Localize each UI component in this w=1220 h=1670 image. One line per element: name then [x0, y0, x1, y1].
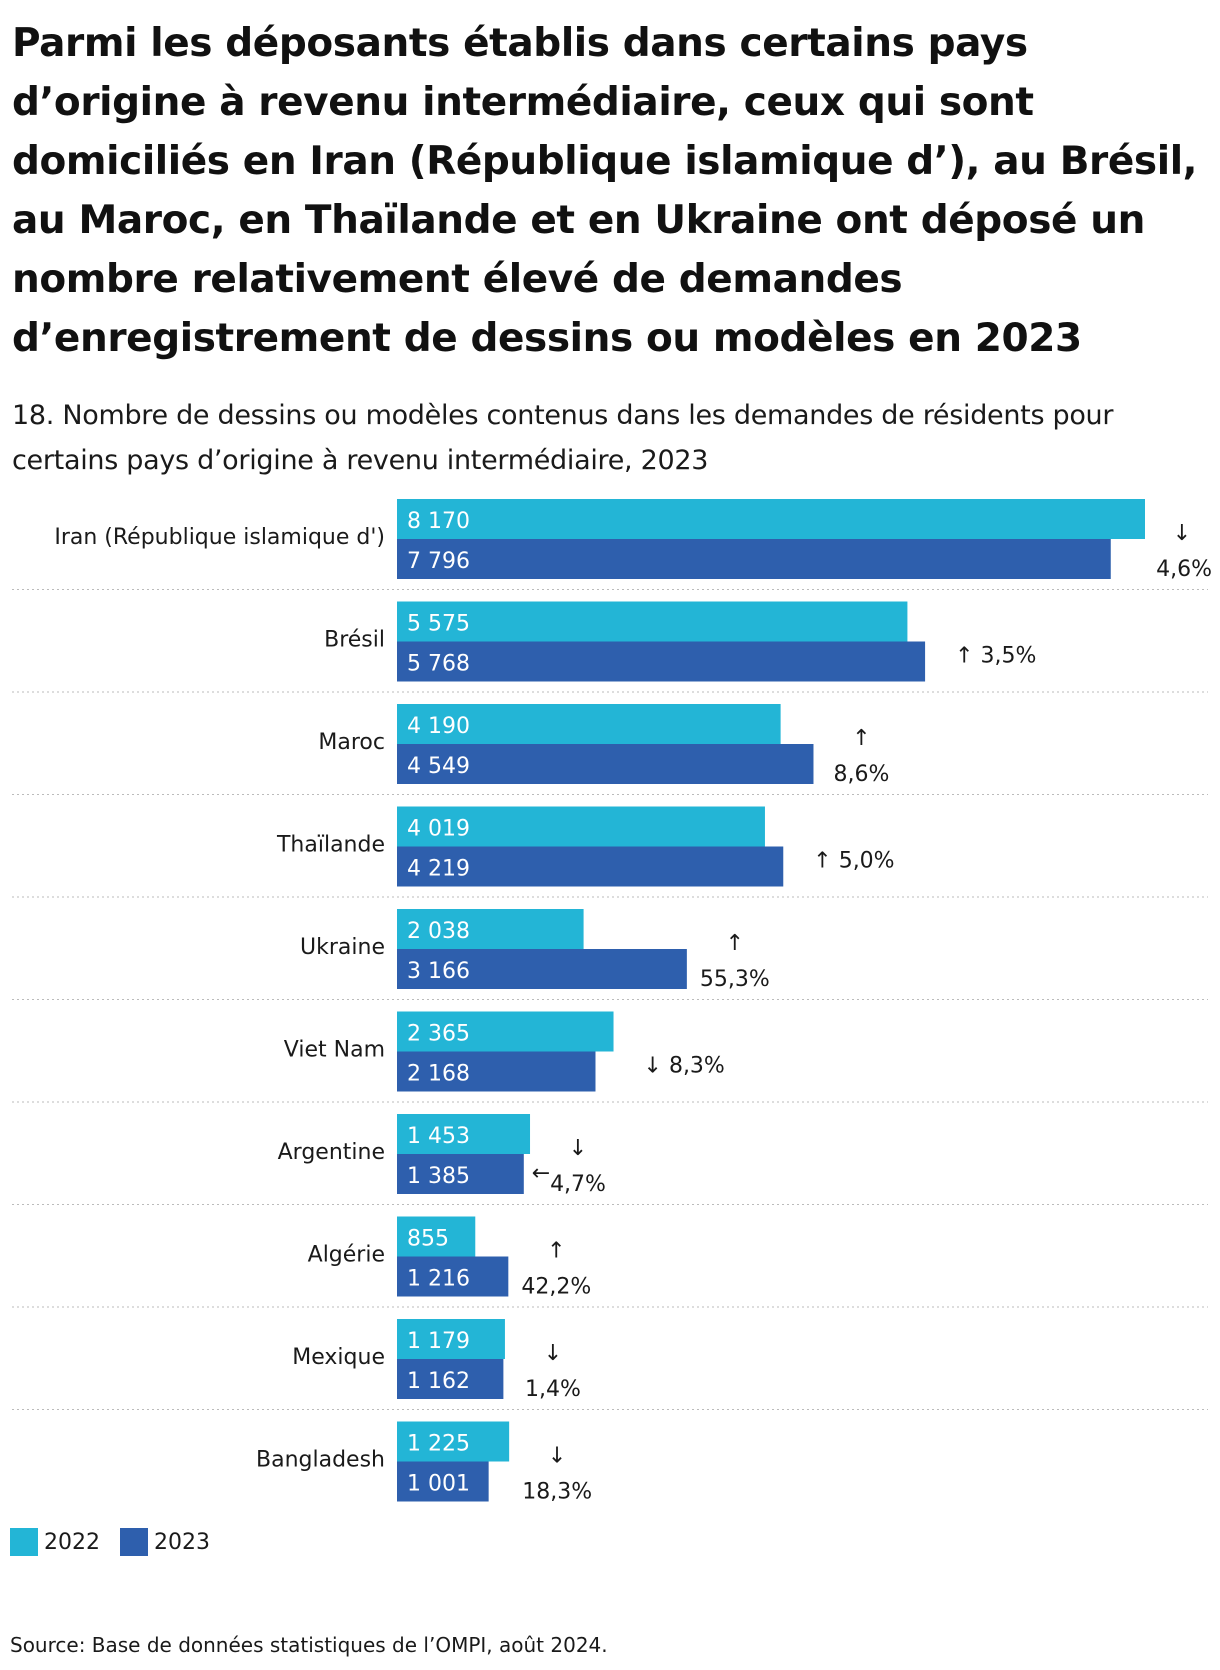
value-label-2023: 5 768 — [407, 652, 470, 677]
category-label: Thaïlande — [276, 833, 385, 858]
category-label: Viet Nam — [284, 1038, 385, 1063]
bar-2022 — [397, 1216, 476, 1257]
bar-2023 — [397, 539, 1111, 579]
change-value: 4,6% — [1156, 557, 1212, 582]
bar-2022 — [397, 806, 765, 847]
change-arrow: ↓ — [544, 1341, 562, 1366]
change-arrow: ↓ — [569, 1136, 587, 1161]
category-label: Argentine — [278, 1140, 385, 1165]
bar-2023 — [397, 949, 687, 989]
bar-2022 — [397, 1011, 614, 1052]
change-arrow: ↑ — [726, 931, 744, 956]
change-arrow: ↑ — [547, 1239, 565, 1264]
change-arrow: ↓ — [548, 1444, 566, 1469]
bar-2022 — [397, 704, 781, 744]
change-value: 42,2% — [521, 1275, 591, 1300]
pointer-arrow: ← — [532, 1161, 550, 1186]
value-label-2022: 5 575 — [407, 612, 470, 637]
change-value: 18,3% — [522, 1480, 592, 1505]
value-label-2023: 3 166 — [407, 959, 470, 984]
category-label: Bangladesh — [256, 1448, 385, 1473]
bar-2023 — [397, 846, 784, 887]
bar-2023 — [397, 1051, 596, 1092]
value-label-2023: 4 549 — [407, 754, 470, 779]
category-label: Maroc — [318, 730, 385, 755]
legend-swatch-2023 — [120, 1528, 148, 1556]
category-label: Iran (République islamique d') — [54, 525, 385, 550]
bar-2023 — [397, 1461, 489, 1502]
value-label-2023: 1 162 — [407, 1369, 470, 1394]
value-label-2023: 4 219 — [407, 857, 470, 882]
legend-label-2022: 2022 — [44, 1529, 100, 1555]
change-value: 1,4% — [525, 1377, 581, 1402]
legend-item-2022: 2022 — [10, 1528, 100, 1556]
legend: 2022 2023 — [10, 1528, 230, 1556]
value-label-2023: 1 216 — [407, 1267, 470, 1292]
value-label-2022: 4 190 — [407, 714, 470, 739]
change-value: 4,7% — [550, 1172, 606, 1197]
change-label: ↑ 3,5% — [955, 644, 1036, 669]
bar-2023 — [397, 1256, 509, 1297]
change-value: 55,3% — [700, 967, 770, 992]
value-label-2022: 4 019 — [407, 817, 470, 842]
chart-subtitle: 18. Nombre de dessins ou modèles contenu… — [12, 400, 1114, 476]
value-label-2022: 8 170 — [407, 509, 470, 534]
bar-2022 — [397, 1421, 510, 1462]
change-value: 8,6% — [834, 762, 890, 787]
bar-2023 — [397, 1154, 524, 1194]
change-label: ↑ 5,0% — [813, 849, 894, 874]
value-label-2022: 2 365 — [407, 1022, 470, 1047]
legend-swatch-2022 — [10, 1528, 38, 1556]
legend-label-2023: 2023 — [154, 1529, 210, 1555]
value-label-2023: 1 385 — [407, 1164, 470, 1189]
source-note: Source: Base de données statistiques de … — [10, 1633, 608, 1657]
bar-2022 — [397, 1114, 531, 1154]
bar-2023 — [397, 1359, 504, 1399]
bar-2023 — [397, 641, 926, 682]
category-label: Mexique — [292, 1345, 385, 1370]
value-label-2023: 2 168 — [407, 1062, 470, 1087]
bar-chart: Iran (République islamique d') 8 170 7 796… — [12, 499, 1212, 1505]
value-label-2023: 1 001 — [407, 1472, 470, 1497]
category-label: Algérie — [308, 1243, 385, 1268]
value-label-2022: 2 038 — [407, 919, 470, 944]
category-label: Brésil — [324, 628, 385, 653]
chart-title: Parmi les déposants établis dans certain… — [12, 21, 1198, 361]
category-label: Ukraine — [300, 935, 385, 960]
value-label-2022: 1 453 — [407, 1124, 470, 1149]
value-label-2022: 1 225 — [407, 1432, 470, 1457]
value-label-2022: 855 — [407, 1227, 449, 1252]
change-label: ↓ 8,3% — [644, 1054, 725, 1079]
bar-2022 — [397, 1319, 505, 1359]
value-label-2023: 7 796 — [407, 549, 470, 574]
bar-2022 — [397, 499, 1145, 539]
change-arrow: ↑ — [852, 726, 870, 751]
change-arrow: ↓ — [1173, 521, 1191, 546]
value-label-2022: 1 179 — [407, 1329, 470, 1354]
legend-item-2023: 2023 — [120, 1528, 210, 1556]
bar-2022 — [397, 601, 908, 642]
bar-2022 — [397, 909, 584, 949]
bar-2023 — [397, 744, 814, 784]
